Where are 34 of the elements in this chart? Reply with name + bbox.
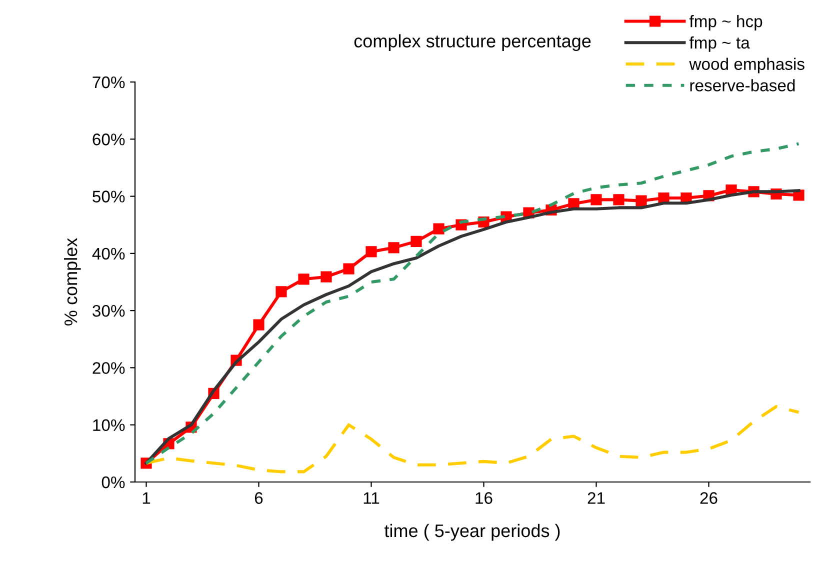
point <box>276 286 287 298</box>
legend-label: fmp ~ ta <box>689 36 750 52</box>
y-tick-label: 60% <box>92 134 125 146</box>
point <box>590 194 602 206</box>
point <box>613 194 624 206</box>
y-tick-label: 30% <box>92 304 125 317</box>
point <box>320 271 332 282</box>
y-tick-label: 50% <box>92 190 125 202</box>
x-tick-label: 1 <box>142 492 150 504</box>
x-tick-label: 11 <box>364 492 380 504</box>
point <box>388 242 400 254</box>
point <box>433 223 444 234</box>
point <box>343 263 354 274</box>
y-axis-title: % complex <box>64 238 81 326</box>
y-tick-label: 70% <box>92 76 125 88</box>
legend-label: wood emphasis <box>689 58 804 74</box>
point <box>366 246 377 258</box>
point <box>298 274 310 285</box>
y-tick-label: 10% <box>93 419 125 432</box>
legend-label: fmp ~ hcp <box>689 15 762 31</box>
x-tick-label: 6 <box>254 492 263 504</box>
point <box>410 236 422 247</box>
point <box>568 198 580 210</box>
point <box>636 195 647 206</box>
y-tick-label: 40% <box>92 248 125 260</box>
legend-label: reserve-based <box>690 79 795 92</box>
point <box>253 319 264 330</box>
y-tick-label: 20% <box>92 362 125 374</box>
chart-title: complex structure percentage <box>354 34 591 52</box>
x-tick-label: 16 <box>476 492 492 504</box>
x-axis-title: time ( 5-year periods ) <box>384 524 560 541</box>
y-tick-label: 0% <box>102 476 125 488</box>
x-tick-label: 21 <box>588 492 605 504</box>
x-tick-label: 26 <box>700 492 718 504</box>
